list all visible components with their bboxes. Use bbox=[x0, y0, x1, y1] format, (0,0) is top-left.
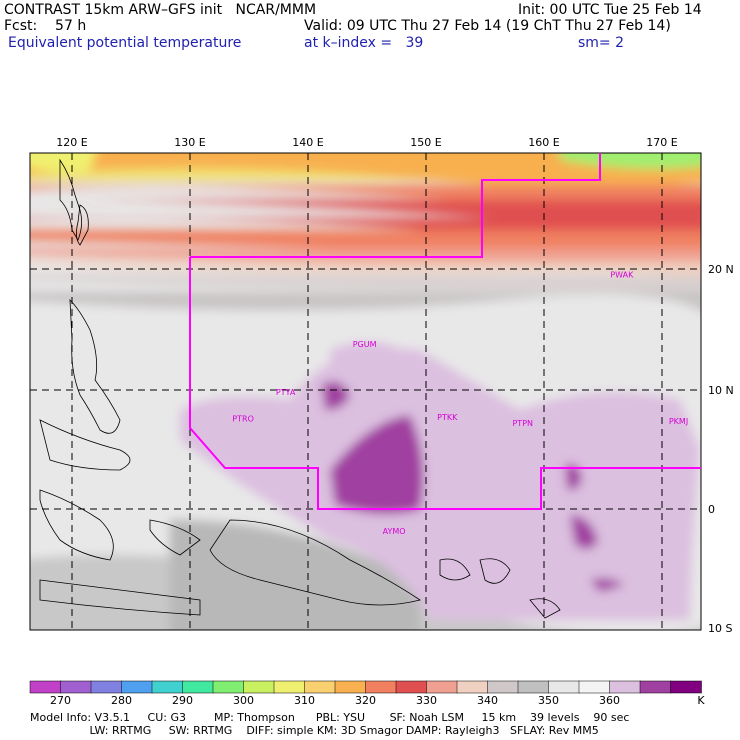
graticule bbox=[30, 153, 701, 630]
level-info: at k–index = 39 bbox=[304, 35, 424, 51]
model-info-line2: LW: RRTMG SW: RRTMG DIFF: simple KM: 3D … bbox=[30, 724, 599, 737]
colorbar-label: 360 bbox=[599, 694, 620, 707]
colorbar-label: 340 bbox=[477, 694, 498, 707]
colorbar-label: 320 bbox=[355, 694, 376, 707]
valid-time: Valid: 09 UTC Thu 27 Feb 14 (19 ChT Thu … bbox=[304, 18, 671, 34]
station-aymo: AYMO bbox=[383, 527, 406, 536]
colorbar-label: 280 bbox=[111, 694, 132, 707]
station-ptpn: PTPN bbox=[512, 419, 533, 428]
colorbar-swatch bbox=[121, 680, 153, 694]
colorbar-swatch bbox=[304, 680, 336, 694]
colorbar-swatch bbox=[90, 680, 123, 694]
colorbar-label: 300 bbox=[233, 694, 254, 707]
colorbar-label: K bbox=[697, 694, 705, 707]
region-boundary bbox=[189, 257, 701, 510]
colorbar-swatch bbox=[487, 680, 519, 694]
colorbar-swatch bbox=[395, 680, 428, 694]
longitude-label: 170 E bbox=[646, 136, 677, 149]
colorbar-swatch bbox=[60, 680, 92, 694]
station-labels: PGUM PTYA PTRO PTKK PTPN PKMJ PWAK AYMO bbox=[232, 270, 688, 536]
station-ptro: PTRO bbox=[232, 414, 254, 423]
colorbar-swatch bbox=[609, 680, 641, 694]
colorbar-swatch bbox=[151, 680, 184, 694]
latitude-labels: 20 N 10 N 0 10 S bbox=[708, 263, 734, 635]
longitude-label: 120 E bbox=[56, 136, 87, 149]
colorbar-swatch bbox=[29, 680, 62, 694]
colorbar-swatch bbox=[243, 680, 275, 694]
latitude-label: 10 N bbox=[708, 384, 734, 397]
region-boundary-north bbox=[190, 153, 601, 258]
colorbar-label: 270 bbox=[50, 694, 71, 707]
colorbar-label: 310 bbox=[294, 694, 315, 707]
map-frame bbox=[29, 152, 702, 631]
title-text: CONTRAST 15km ARW–GFS init NCAR/MMM bbox=[4, 2, 317, 18]
colorbar-swatch bbox=[365, 680, 397, 694]
colorbar-swatch bbox=[212, 680, 245, 694]
shaded-field bbox=[30, 153, 701, 630]
longitude-label: 130 E bbox=[174, 136, 205, 149]
station-pgum: PGUM bbox=[353, 340, 377, 349]
colorbar-swatch bbox=[670, 680, 702, 694]
init-time: Init: 00 UTC Tue 25 Feb 14 bbox=[518, 2, 702, 18]
colorbar-label: 290 bbox=[172, 694, 193, 707]
colorbar-swatch bbox=[456, 680, 489, 694]
colorbar-swatch bbox=[517, 680, 550, 694]
colorbar-swatch bbox=[182, 680, 214, 694]
longitude-label: 160 E bbox=[528, 136, 559, 149]
longitude-label: 150 E bbox=[410, 136, 441, 149]
station-pwak: PWAK bbox=[610, 270, 634, 279]
colorbar-swatch bbox=[548, 680, 580, 694]
colorbar-swatch bbox=[578, 680, 611, 694]
latitude-label: 0 bbox=[708, 503, 715, 516]
longitude-labels: 120 E 130 E 140 E 150 E 160 E 170 E bbox=[56, 136, 677, 149]
model-info-line1: Model Info: V3.5.1 CU: G3 MP: Thompson P… bbox=[30, 711, 630, 724]
colorbar-label: 330 bbox=[416, 694, 437, 707]
colorbar-label: 350 bbox=[538, 694, 559, 707]
station-ptkk: PTKK bbox=[437, 413, 458, 422]
colorbar bbox=[29, 680, 702, 694]
station-pkmj: PKMJ bbox=[669, 417, 688, 426]
longitude-label: 140 E bbox=[292, 136, 323, 149]
latitude-label: 20 N bbox=[708, 263, 734, 276]
colorbar-swatch bbox=[273, 680, 306, 694]
station-ptya: PTYA bbox=[276, 388, 296, 397]
smoothing-info: sm= 2 bbox=[578, 35, 625, 51]
field-name: Equivalent potential temperature bbox=[8, 35, 242, 51]
colorbar-swatch bbox=[334, 680, 367, 694]
colorbar-swatch bbox=[639, 680, 672, 694]
colorbar-swatch bbox=[426, 680, 458, 694]
latitude-label: 10 S bbox=[708, 622, 732, 635]
forecast-hour: Fcst: 57 h bbox=[4, 18, 87, 34]
